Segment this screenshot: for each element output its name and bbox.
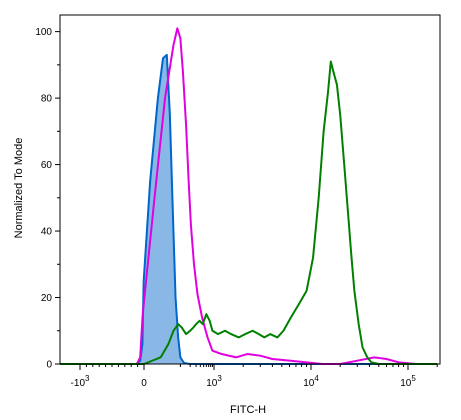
series-0-line [60,53,438,365]
y-tick-label-3: 60 [41,160,53,171]
series-1-line [60,27,438,365]
axes-layer: 0 20 40 60 80 100 -103 0 103 104 105 [35,14,441,389]
y-tick-label-5: 100 [35,27,52,38]
series-layer [60,27,438,365]
plot-frame [59,14,441,365]
y-tick-label-2: 40 [41,227,53,238]
series-0-fill [60,54,438,364]
x-tick-label-0: -103 [71,374,90,389]
x-axis-title: FITC-H [230,404,266,416]
x-tick-label-1: 0 [141,378,147,389]
y-tick-label-1: 20 [41,293,53,304]
y-tick-label-0: 0 [46,360,52,371]
x-tick-label-2: 103 [206,374,222,389]
series-2-line [60,60,438,365]
y-tick-label-4: 80 [41,94,53,105]
x-tick-label-3: 104 [303,374,319,389]
y-axis-title: Normalized To Mode [13,138,25,239]
x-tick-label-4: 105 [400,374,416,389]
